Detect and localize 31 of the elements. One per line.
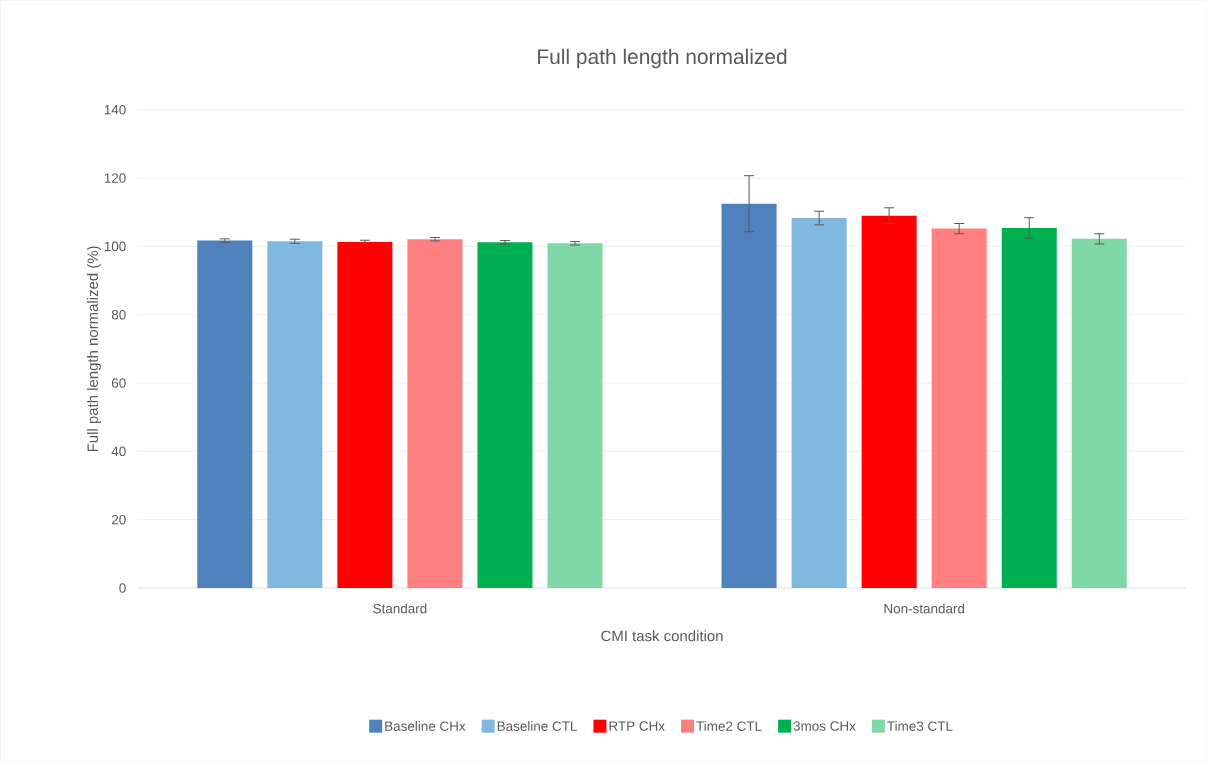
bar: [791, 218, 847, 589]
y-tick-label: 20: [111, 515, 126, 525]
bar: [1071, 238, 1127, 589]
x-tick-label: Non-standard: [884, 603, 965, 614]
bar: [407, 239, 463, 589]
legend-label: RTP CHx: [609, 721, 665, 731]
x-axis-title: CMI task condition: [601, 630, 723, 642]
chart-title: Full path length normalized: [538, 48, 787, 69]
y-tick-label: 120: [104, 173, 126, 183]
bar: [861, 215, 917, 589]
bar: [721, 203, 777, 589]
y-tick-label: 40: [111, 446, 126, 457]
legend-label: Time2 CTL: [696, 721, 762, 732]
bar: [1001, 228, 1057, 589]
y-tick-label: 100: [104, 241, 126, 252]
y-tick-label: 0: [119, 583, 126, 593]
bar: [931, 228, 987, 589]
y-tick-label: 140: [104, 105, 126, 115]
bar: [267, 241, 323, 589]
y-tick-label: 60: [111, 378, 126, 388]
y-tick-label: 80: [111, 310, 126, 320]
x-tick-label: Standard: [373, 603, 427, 614]
bar: [477, 242, 533, 589]
legend-label: Baseline CHx: [385, 721, 466, 732]
bar: [337, 242, 393, 589]
bar: [547, 243, 603, 589]
bar: [197, 240, 253, 589]
legend-label: Time3 CTL: [887, 721, 953, 732]
y-axis-title: Full path length normalized (%): [87, 246, 101, 452]
legend-label: Baseline CTL: [497, 721, 577, 732]
legend-label: 3mos CHx: [793, 721, 856, 731]
